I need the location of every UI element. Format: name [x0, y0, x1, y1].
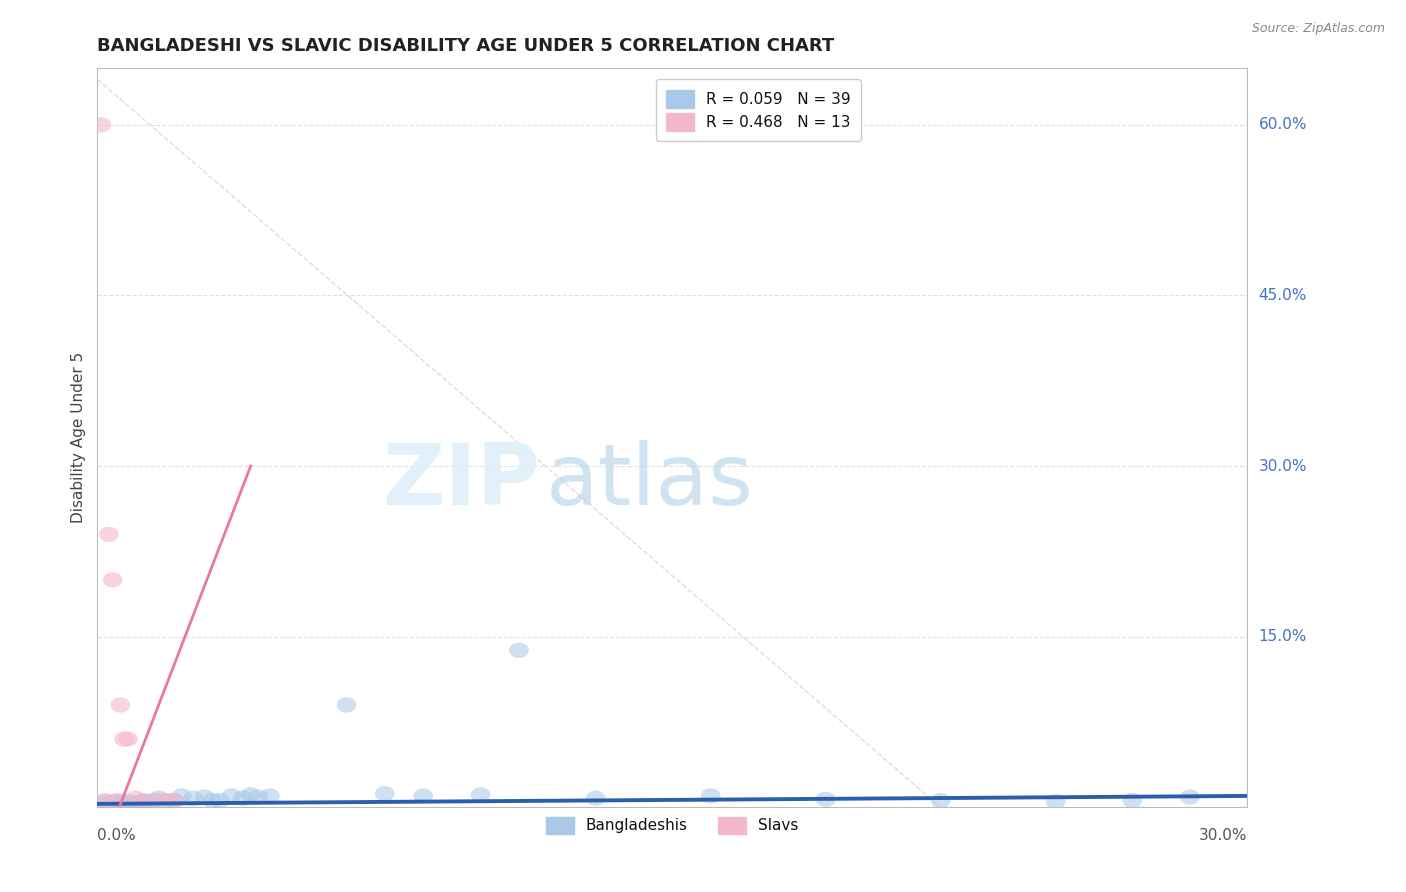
- Ellipse shape: [122, 796, 142, 810]
- Ellipse shape: [249, 789, 269, 805]
- Ellipse shape: [1046, 794, 1066, 809]
- Ellipse shape: [134, 794, 153, 809]
- Ellipse shape: [127, 791, 145, 805]
- Ellipse shape: [375, 786, 395, 801]
- Ellipse shape: [156, 793, 176, 808]
- Ellipse shape: [115, 731, 134, 747]
- Ellipse shape: [222, 789, 240, 804]
- Ellipse shape: [509, 643, 529, 657]
- Ellipse shape: [142, 794, 160, 809]
- Ellipse shape: [931, 793, 950, 808]
- Ellipse shape: [233, 791, 253, 805]
- Ellipse shape: [118, 794, 138, 809]
- Ellipse shape: [1122, 793, 1142, 808]
- Ellipse shape: [96, 793, 115, 808]
- Text: BANGLADESHI VS SLAVIC DISABILITY AGE UNDER 5 CORRELATION CHART: BANGLADESHI VS SLAVIC DISABILITY AGE UND…: [97, 37, 835, 55]
- Ellipse shape: [149, 791, 169, 805]
- Text: 30.0%: 30.0%: [1199, 828, 1247, 843]
- Ellipse shape: [100, 527, 118, 541]
- Ellipse shape: [195, 789, 214, 805]
- Ellipse shape: [165, 793, 184, 808]
- Ellipse shape: [96, 794, 115, 809]
- Text: 45.0%: 45.0%: [1258, 288, 1308, 303]
- Ellipse shape: [145, 793, 165, 808]
- Text: 30.0%: 30.0%: [1258, 458, 1308, 474]
- Y-axis label: Disability Age Under 5: Disability Age Under 5: [72, 352, 86, 524]
- Ellipse shape: [165, 793, 184, 808]
- Ellipse shape: [172, 789, 191, 804]
- Text: 60.0%: 60.0%: [1258, 118, 1308, 132]
- Ellipse shape: [260, 789, 280, 804]
- Ellipse shape: [145, 793, 165, 808]
- Ellipse shape: [337, 698, 356, 713]
- Ellipse shape: [127, 796, 145, 810]
- Text: ZIP: ZIP: [382, 441, 540, 524]
- Text: Source: ZipAtlas.com: Source: ZipAtlas.com: [1251, 22, 1385, 36]
- Text: 15.0%: 15.0%: [1258, 629, 1308, 644]
- Text: 0.0%: 0.0%: [97, 828, 136, 843]
- Ellipse shape: [129, 794, 149, 809]
- Ellipse shape: [815, 792, 835, 806]
- Ellipse shape: [202, 793, 222, 808]
- Ellipse shape: [702, 789, 720, 804]
- Ellipse shape: [111, 794, 129, 809]
- Ellipse shape: [184, 791, 202, 805]
- Ellipse shape: [138, 794, 156, 809]
- Ellipse shape: [134, 793, 153, 808]
- Ellipse shape: [471, 788, 491, 802]
- Legend: Bangladeshis, Slavs: Bangladeshis, Slavs: [540, 811, 804, 840]
- Ellipse shape: [586, 791, 605, 805]
- Ellipse shape: [107, 794, 127, 809]
- Ellipse shape: [107, 793, 127, 808]
- Ellipse shape: [413, 789, 433, 804]
- Ellipse shape: [240, 788, 260, 802]
- Ellipse shape: [103, 796, 122, 810]
- Text: atlas: atlas: [546, 441, 754, 524]
- Ellipse shape: [211, 793, 229, 808]
- Ellipse shape: [103, 573, 122, 587]
- Ellipse shape: [118, 731, 138, 747]
- Ellipse shape: [156, 793, 176, 808]
- Ellipse shape: [115, 796, 134, 810]
- Ellipse shape: [1180, 789, 1199, 805]
- Ellipse shape: [111, 698, 129, 713]
- Ellipse shape: [100, 796, 118, 810]
- Ellipse shape: [91, 118, 111, 132]
